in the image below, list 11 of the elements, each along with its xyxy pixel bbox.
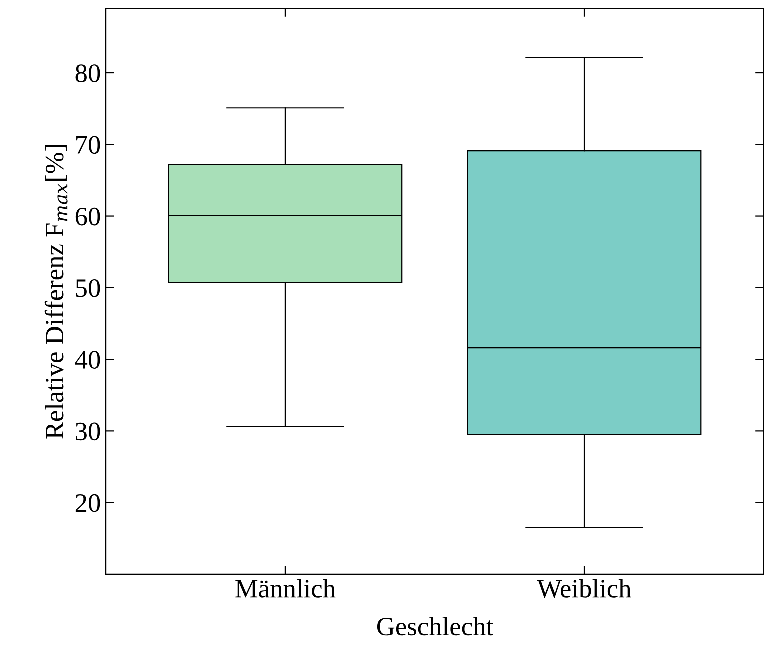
y-tick-label: 60 xyxy=(76,208,100,226)
y-tick-label: 20 xyxy=(76,494,100,512)
x-tick-label: Weiblich xyxy=(537,579,632,598)
y-tick-label: 70 xyxy=(76,136,100,154)
y-tick-label: 50 xyxy=(76,280,100,298)
y-axis-title: Relative Differenz F$_{max}$[%] xyxy=(44,145,68,439)
y-tick-label: 80 xyxy=(76,64,100,82)
x-axis-title: Geschlecht xyxy=(377,617,494,636)
y-tick-label: 40 xyxy=(75,351,100,369)
x-tick-label: Männlich xyxy=(236,579,336,598)
y-tick-label: 30 xyxy=(76,422,100,441)
